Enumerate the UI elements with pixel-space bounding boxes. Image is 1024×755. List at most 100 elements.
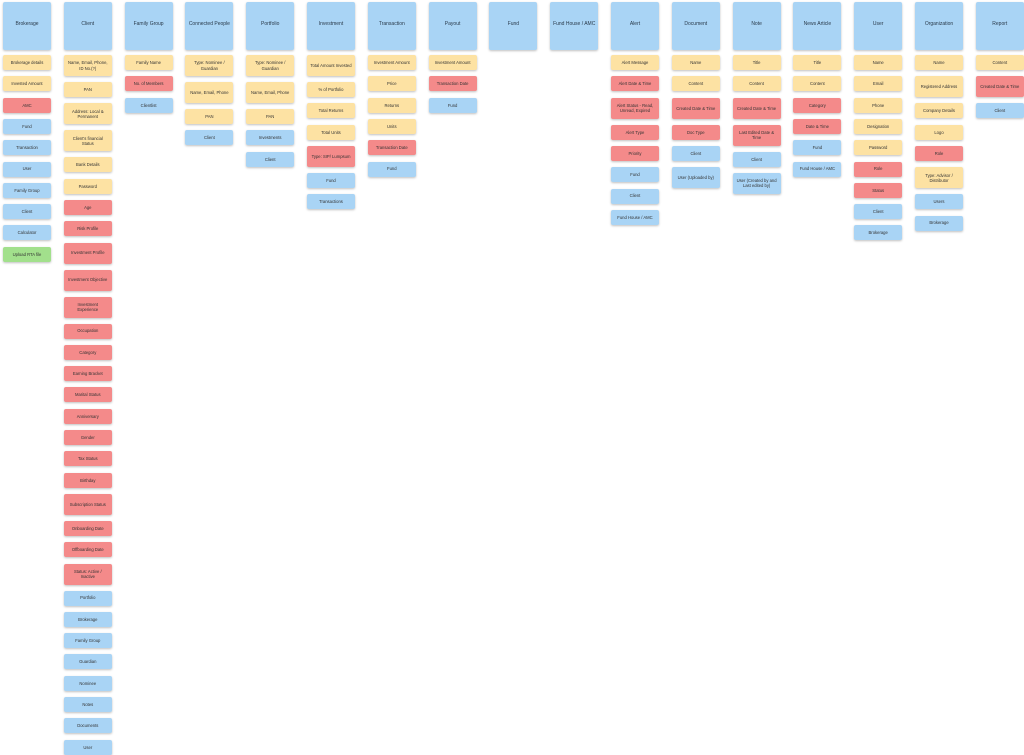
card-created-date-time[interactable]: Created Date & Time xyxy=(732,97,781,119)
card-client[interactable]: Client xyxy=(854,204,903,220)
card-client[interactable]: Client xyxy=(671,145,720,161)
card-category[interactable]: Category xyxy=(63,344,112,360)
card-client[interactable]: Client xyxy=(732,151,781,167)
card-user-created-by-and-last-edited-by[interactable]: User (Created by and Last edited by) xyxy=(732,172,781,194)
card-brokerage[interactable]: Brokerage xyxy=(854,225,903,241)
card-alert-date-time[interactable]: Alert Date & Time xyxy=(611,76,659,92)
column-header-report[interactable]: Report xyxy=(975,2,1024,50)
card-family-name[interactable]: Family Name xyxy=(124,55,173,70)
card-family-group[interactable]: Family Group xyxy=(3,182,51,198)
card-type-nominee-guardian[interactable]: Type: Nominee / Guardian xyxy=(185,55,234,76)
card-pan[interactable]: PAN xyxy=(185,109,234,124)
card-documents[interactable]: Documents xyxy=(63,718,112,734)
card-client[interactable]: Client xyxy=(246,151,295,167)
card-title[interactable]: Title xyxy=(793,55,842,70)
card-fund[interactable]: Fund xyxy=(793,140,842,156)
card-content[interactable]: Content xyxy=(671,76,720,92)
column-header-document[interactable]: Document xyxy=(671,2,720,50)
card-total-returns[interactable]: Total Returns xyxy=(307,103,355,119)
card-transaction-date[interactable]: Transaction Date xyxy=(367,140,416,156)
card-total-amount-invested[interactable]: Total Amount Invested xyxy=(307,55,355,76)
card-investment-objective[interactable]: Investment Objective xyxy=(63,269,112,291)
card-calculator[interactable]: Calculator xyxy=(3,225,51,241)
card-name[interactable]: Name xyxy=(671,55,720,70)
card-fund[interactable]: Fund xyxy=(428,97,477,113)
card-name-email-phone[interactable]: Name, Email, Phone xyxy=(185,82,234,103)
column-header-payout[interactable]: Payout xyxy=(428,2,477,50)
card-role[interactable]: Role xyxy=(915,145,963,161)
card-user[interactable]: User xyxy=(3,161,51,177)
column-header-fund-house-amc[interactable]: Fund House / AMC xyxy=(550,2,599,50)
column-header-organization[interactable]: Organization xyxy=(915,2,963,50)
card-name[interactable]: Name xyxy=(915,55,963,70)
card-offboarding-date[interactable]: Offboarding Date xyxy=(63,542,112,558)
card-birthday[interactable]: Birthday xyxy=(63,472,112,488)
card-bank-details[interactable]: Bank Details xyxy=(63,157,112,173)
card-nominee[interactable]: Nominee xyxy=(63,675,112,691)
card-gender[interactable]: Gender xyxy=(63,430,112,445)
column-header-fund[interactable]: Fund xyxy=(489,2,538,50)
card-name[interactable]: Name xyxy=(854,55,903,70)
card-tax-status[interactable]: Tax Status xyxy=(63,451,112,467)
card-subscription-status[interactable]: Subscription Status xyxy=(63,493,112,515)
column-header-connected-people[interactable]: Connected People xyxy=(185,2,234,50)
card-priority[interactable]: Priority xyxy=(611,145,659,161)
card-fund[interactable]: Fund xyxy=(3,118,51,134)
card-occupation[interactable]: Occupation xyxy=(63,323,112,339)
card-content[interactable]: Content xyxy=(732,76,781,92)
card-fund[interactable]: Fund xyxy=(367,161,416,177)
column-header-client[interactable]: Client xyxy=(63,2,112,50)
card-user-uploaded-by[interactable]: User (Uploaded by) xyxy=(671,167,720,189)
card-fund[interactable]: Fund xyxy=(307,172,355,188)
card-fund-house-amc[interactable]: Fund House / AMC xyxy=(793,161,842,177)
card-title[interactable]: Title xyxy=(732,55,781,70)
card-designation[interactable]: Designation xyxy=(854,118,903,134)
card-company-details[interactable]: Company Details xyxy=(915,103,963,119)
card-risk-profile[interactable]: Risk Profile xyxy=(63,221,112,237)
card-fund-house-amc[interactable]: Fund House / AMC xyxy=(611,209,659,225)
column-header-portfolio[interactable]: Portfolio xyxy=(246,2,295,50)
card-content[interactable]: Content xyxy=(793,76,842,92)
column-header-note[interactable]: Note xyxy=(732,2,781,50)
card-price[interactable]: Price xyxy=(367,76,416,92)
card-clientlist[interactable]: Clientlist xyxy=(124,97,173,113)
card-pan[interactable]: PAN xyxy=(246,109,295,124)
card-date-time[interactable]: Date & Time xyxy=(793,118,842,134)
card-registered-address[interactable]: Registered Address xyxy=(915,76,963,98)
column-header-brokerage[interactable]: Brokerage xyxy=(3,2,51,50)
card-invested-amount[interactable]: Invested Amount xyxy=(3,76,51,92)
card-logo[interactable]: Logo xyxy=(915,124,963,140)
card-guardian[interactable]: Guardian xyxy=(63,654,112,670)
card-type-advisor-distributor[interactable]: Type: Advisor / Distributor xyxy=(915,167,963,189)
card-address-local-permanent[interactable]: Address: Local & Permanent xyxy=(63,103,112,125)
card-of-portfolio[interactable]: % of Portfolio xyxy=(307,82,355,97)
card-family-group[interactable]: Family Group xyxy=(63,633,112,649)
card-type-sip-lumpsum[interactable]: Type: SIP/ Lumpsum xyxy=(307,145,355,167)
card-brokerage[interactable]: Brokerage xyxy=(63,611,112,627)
card-notes[interactable]: Notes xyxy=(63,697,112,712)
card-pan[interactable]: PAN xyxy=(63,82,112,97)
card-brokerage-details[interactable]: Brokerage details xyxy=(3,55,51,70)
card-units[interactable]: Units xyxy=(367,118,416,134)
card-role[interactable]: Role xyxy=(854,161,903,177)
card-fund[interactable]: Fund xyxy=(611,167,659,183)
card-alert-status-read-unread-expired[interactable]: Alert Status - Read, Unread, Expired xyxy=(611,97,659,119)
card-type-nominee-guardian[interactable]: Type: Nominee / Guardian xyxy=(246,55,295,76)
card-transactions[interactable]: Transactions xyxy=(307,194,355,210)
card-client[interactable]: Client xyxy=(611,188,659,204)
column-header-user[interactable]: User xyxy=(854,2,903,50)
card-earning-bracket[interactable]: Earning Bracket xyxy=(63,366,112,382)
card-investment-profile[interactable]: Investment Profile xyxy=(63,242,112,264)
card-name-email-phone-id-no[interactable]: Name, Email, Phone, ID No.(?) xyxy=(63,55,112,76)
card-status[interactable]: Status xyxy=(854,182,903,198)
card-phone[interactable]: Phone xyxy=(854,97,903,113)
card-alert-type[interactable]: Alert Type xyxy=(611,124,659,140)
card-investments[interactable]: Investments xyxy=(246,130,295,146)
card-created-date-time[interactable]: Created Date & Time xyxy=(975,76,1024,98)
card-status-active-inactive[interactable]: Status: Active / Inactive xyxy=(63,563,112,585)
card-investment-amount[interactable]: Investment Amount xyxy=(367,55,416,70)
card-age[interactable]: Age xyxy=(63,199,112,215)
card-client[interactable]: Client xyxy=(185,130,234,146)
card-alert-message[interactable]: Alert Message xyxy=(611,55,659,70)
card-email[interactable]: Email xyxy=(854,76,903,92)
